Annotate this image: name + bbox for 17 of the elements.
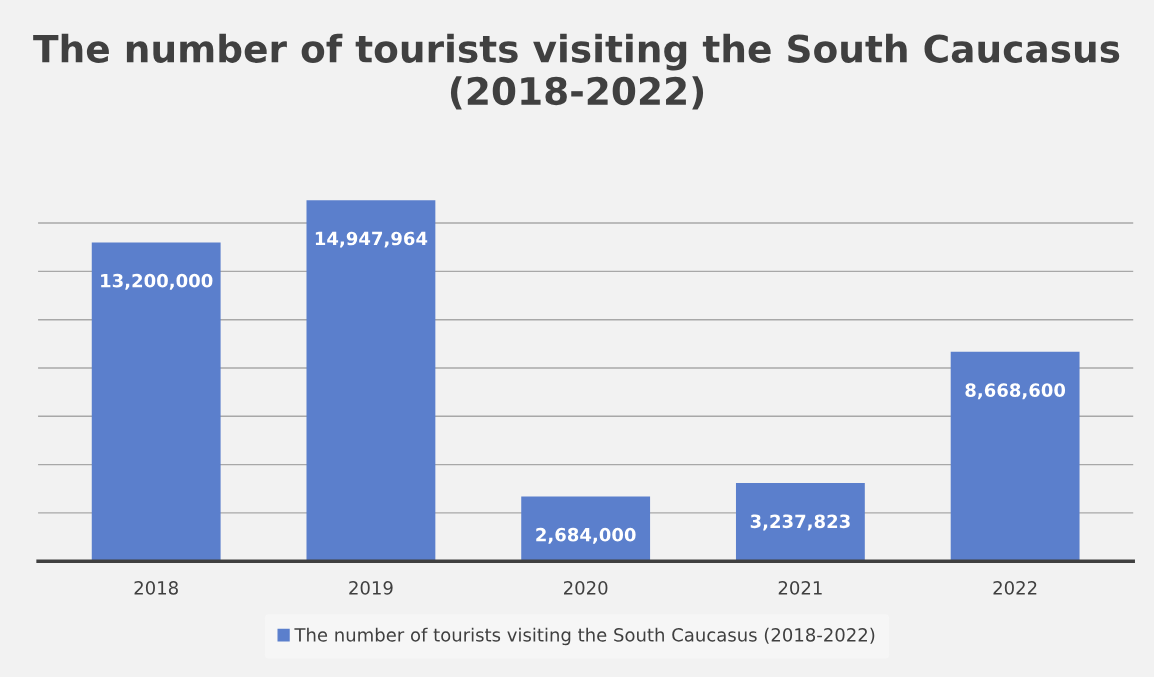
data-label: 14,947,964 [315,231,428,248]
bar [306,200,436,562]
data-label: 2,684,000 [536,527,636,544]
chart-title: The number of tourists visiting the South Caucasus (2018-2022) [33,33,1120,110]
bar [521,496,651,562]
data-label: 13,200,000 [101,273,213,290]
x-tick-label: 2018 [134,581,178,595]
bar [91,242,221,562]
x-tick-label: 2022 [993,581,1037,595]
bar [735,483,865,562]
x-tick-label: 2021 [778,581,822,595]
bar [950,351,1080,562]
data-label: 3,237,823 [750,514,850,531]
x-tick-label: 2020 [564,581,608,595]
data-label: 8,668,600 [965,383,1066,400]
legend-label: The number of tourists visiting the South Caucasus (2018-2022) [294,627,875,646]
x-tick-label: 2019 [349,581,393,595]
